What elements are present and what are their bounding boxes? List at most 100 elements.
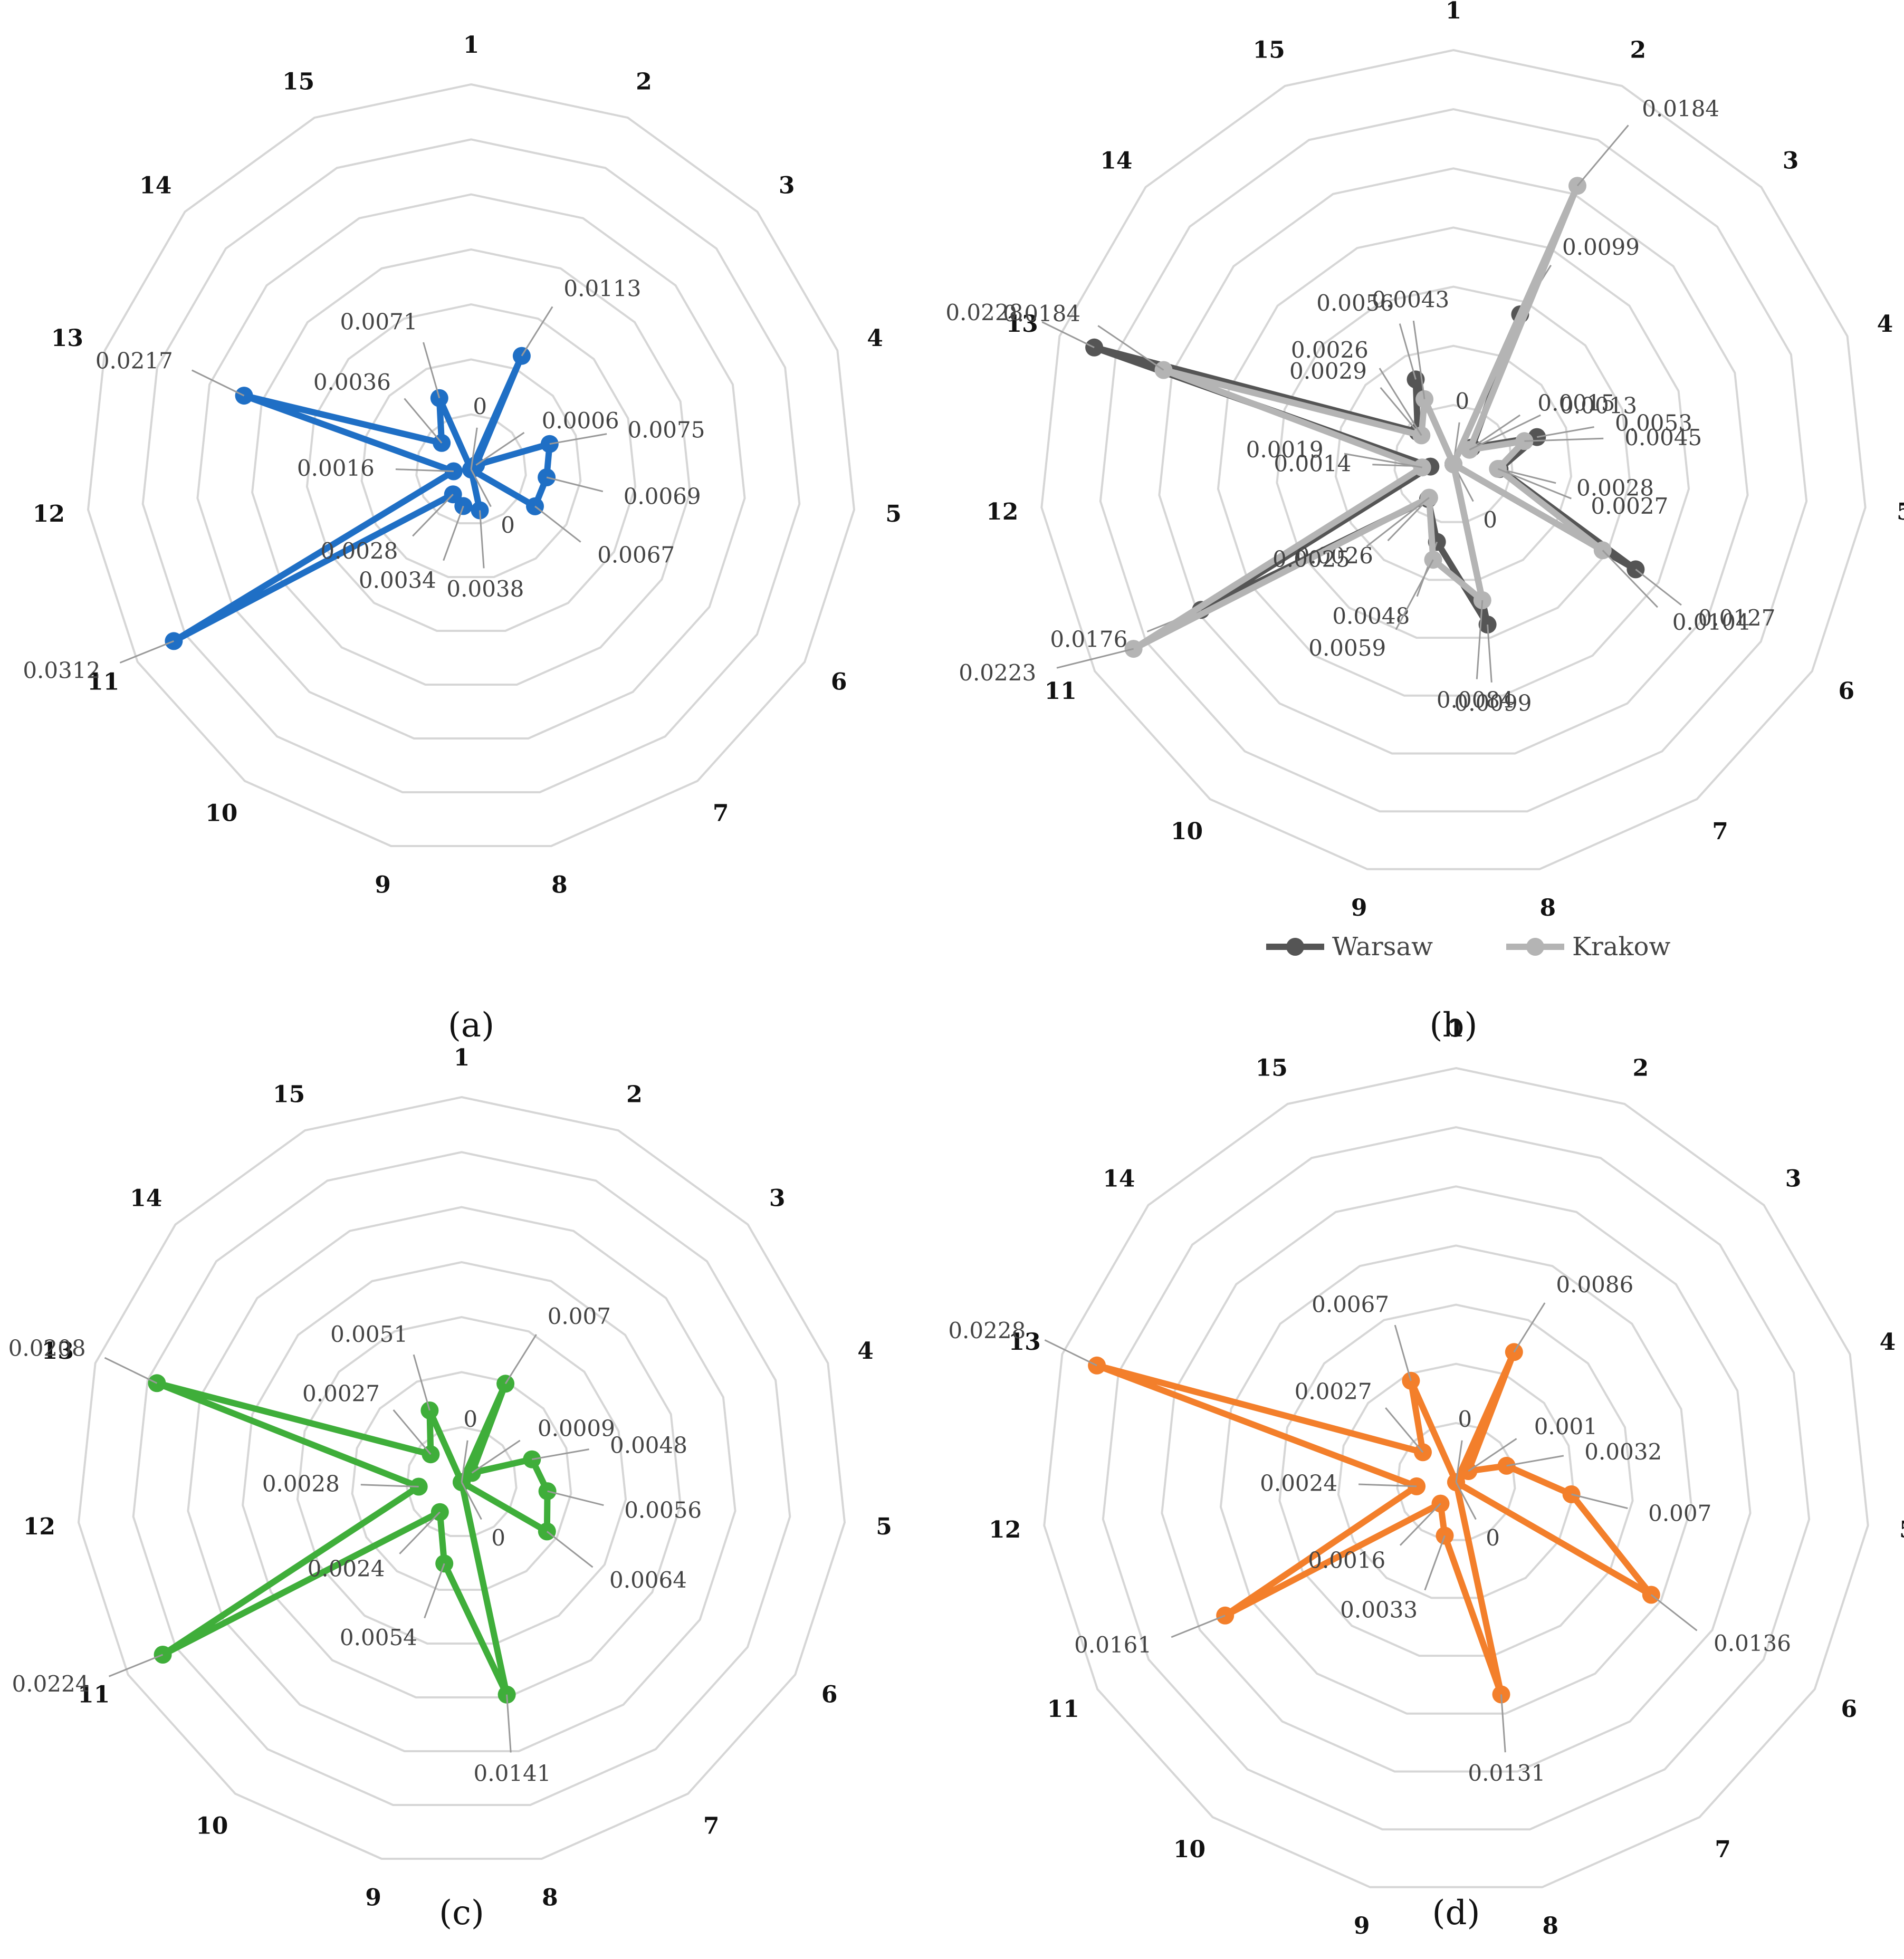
data-label: 0.0113 bbox=[563, 276, 641, 302]
data-label: 0.0161 bbox=[1074, 1632, 1152, 1658]
label-leader-line bbox=[424, 1563, 445, 1619]
category-label: 2 bbox=[1630, 36, 1646, 63]
grid-ring bbox=[132, 1151, 791, 1806]
data-label: 0.0025 bbox=[1272, 546, 1350, 572]
data-label: 0.0028 bbox=[320, 538, 398, 564]
label-leader-line bbox=[399, 1511, 441, 1554]
category-label: 9 bbox=[1351, 895, 1367, 921]
label-leader-line bbox=[1399, 323, 1417, 380]
data-label: 0.0099 bbox=[1455, 690, 1532, 716]
category-label: 6 bbox=[1841, 1696, 1857, 1723]
category-label: 11 bbox=[1047, 1696, 1079, 1723]
label-leader-line bbox=[1576, 124, 1629, 187]
data-label: 0.0217 bbox=[95, 348, 173, 373]
label-leader-line bbox=[534, 505, 581, 543]
series-line bbox=[154, 1380, 551, 1698]
category-label: 4 bbox=[857, 1338, 874, 1365]
category-label: 6 bbox=[1838, 678, 1854, 705]
label-leader-line bbox=[119, 640, 174, 664]
data-label: 0.0015 bbox=[1537, 390, 1615, 416]
grid-ring bbox=[1217, 226, 1690, 697]
data-label: 0.0027 bbox=[1295, 1378, 1372, 1404]
label-leader-line bbox=[470, 469, 492, 507]
data-label: 0.0131 bbox=[1468, 1760, 1545, 1786]
label-leader-line bbox=[504, 1334, 537, 1385]
data-point bbox=[1444, 455, 1462, 473]
label-leader-line bbox=[1635, 569, 1682, 606]
data-label: 0.0224 bbox=[12, 1671, 90, 1697]
label-leader-line bbox=[1424, 1535, 1446, 1591]
label-leader-line bbox=[1468, 1438, 1517, 1472]
category-label: 13 bbox=[1008, 1329, 1040, 1356]
grid-ring bbox=[87, 83, 856, 847]
grid-ring bbox=[187, 1206, 736, 1752]
category-label: 1 bbox=[1448, 1015, 1465, 1042]
label-leader-line bbox=[470, 427, 478, 470]
category-label: 11 bbox=[78, 1682, 110, 1708]
data-label: 0.0027 bbox=[1591, 493, 1668, 519]
data-label: 0.0056 bbox=[1316, 290, 1394, 316]
label-leader-line bbox=[1455, 1482, 1477, 1520]
data-label: 0.0059 bbox=[1308, 635, 1386, 661]
data-label: 0.0045 bbox=[1624, 425, 1702, 450]
category-label: 8 bbox=[542, 1884, 558, 1911]
grid-ring bbox=[242, 1261, 682, 1698]
label-leader-line bbox=[521, 306, 553, 357]
data-label: 0.0136 bbox=[1714, 1630, 1791, 1656]
data-label: 0.0104 bbox=[1672, 609, 1750, 635]
label-leader-line bbox=[404, 398, 443, 444]
category-label: 7 bbox=[713, 800, 729, 827]
panel-caption: (d) bbox=[1432, 1894, 1480, 1933]
label-leader-line bbox=[443, 505, 464, 561]
label-leader-line bbox=[1041, 321, 1095, 349]
data-label: 0.0043 bbox=[1372, 287, 1449, 313]
data-label: 0.0312 bbox=[23, 658, 100, 684]
panel-caption: (c) bbox=[439, 1894, 484, 1933]
data-label: 0.0033 bbox=[1340, 1597, 1418, 1622]
grid-ring bbox=[296, 1316, 627, 1645]
data-label: 0.0036 bbox=[313, 369, 391, 395]
grid-ring bbox=[1276, 285, 1631, 639]
data-label: 0.0006 bbox=[542, 408, 619, 434]
data-label: 0.0208 bbox=[8, 1336, 86, 1361]
label-leader-line bbox=[1487, 624, 1492, 683]
label-leader-line bbox=[1385, 1407, 1424, 1453]
category-label: 15 bbox=[273, 1081, 305, 1108]
label-leader-line bbox=[532, 1448, 589, 1461]
data-label: 0.0034 bbox=[359, 567, 436, 593]
label-leader-line bbox=[1537, 426, 1594, 438]
label-leader-line bbox=[1500, 1694, 1506, 1753]
data-label: 0.0228 bbox=[948, 1318, 1026, 1343]
label-leader-line bbox=[1379, 368, 1422, 436]
panel-caption: (a) bbox=[448, 1006, 494, 1045]
data-label: 0.0038 bbox=[446, 576, 524, 602]
data-label: 0 bbox=[501, 512, 515, 538]
label-leader-line bbox=[1380, 387, 1419, 433]
category-label: 12 bbox=[23, 1513, 55, 1540]
category-label: 13 bbox=[51, 325, 83, 352]
data-label: 0.0075 bbox=[628, 417, 705, 443]
label-leader-line bbox=[108, 1654, 164, 1677]
category-label: 12 bbox=[989, 1516, 1021, 1543]
category-label: 9 bbox=[365, 1884, 381, 1911]
grid-ring bbox=[1393, 404, 1514, 523]
data-label: 0.0016 bbox=[1308, 1548, 1385, 1573]
category-label: 10 bbox=[1171, 818, 1203, 845]
category-label: 14 bbox=[130, 1185, 162, 1212]
legend: Warsaw Krakow bbox=[1266, 932, 1671, 962]
label-leader-line bbox=[192, 369, 245, 397]
category-label: 5 bbox=[885, 501, 902, 527]
data-label: 0.0016 bbox=[297, 455, 375, 481]
category-label: 8 bbox=[551, 871, 568, 898]
category-label: 11 bbox=[87, 669, 119, 696]
legend-swatch-marker bbox=[1526, 938, 1544, 956]
label-leader-line bbox=[461, 1440, 468, 1483]
data-label: 0.0051 bbox=[330, 1321, 408, 1347]
data-label: 0.001 bbox=[1534, 1414, 1597, 1439]
grid-ring bbox=[360, 358, 582, 578]
data-label: 0.007 bbox=[1648, 1500, 1711, 1526]
category-label: 14 bbox=[1103, 1166, 1135, 1193]
radar-panel-2: 12345678910111213141500.00990.00150.0053… bbox=[945, 0, 1904, 1045]
label-leader-line bbox=[547, 1490, 604, 1506]
